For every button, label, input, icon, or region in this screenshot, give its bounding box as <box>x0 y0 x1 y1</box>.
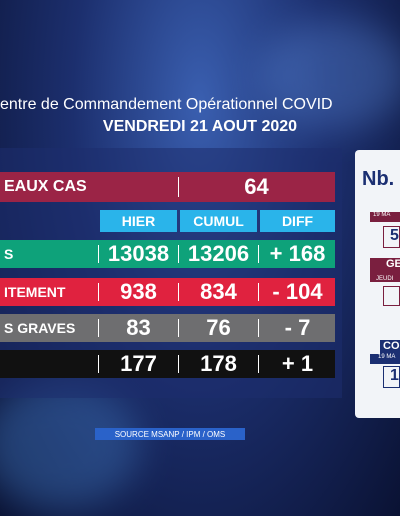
row-bar <box>0 350 335 378</box>
column-header: CUMUL <box>180 210 257 232</box>
divider <box>178 177 179 197</box>
row-label: S <box>4 246 14 262</box>
side-date: 19 MA <box>370 212 400 222</box>
row-value: - 104 <box>272 279 323 304</box>
row-value: 13038 <box>107 241 170 266</box>
divider <box>258 283 259 301</box>
title: entre de Commandement Opérationnel COVID <box>0 96 333 113</box>
divider <box>98 283 99 301</box>
new-cases-bar: EAUX CAS 64 <box>0 172 335 202</box>
side-label: CO <box>380 340 400 354</box>
row-value: 938 <box>120 279 157 304</box>
column-header: HIER <box>100 210 177 232</box>
row-bar <box>0 314 335 342</box>
side-box <box>383 286 400 306</box>
column-header: DIFF <box>260 210 335 232</box>
divider <box>178 355 179 373</box>
divider <box>258 245 259 263</box>
row-value: 178 <box>200 351 237 376</box>
row-value: - 7 <box>284 315 311 340</box>
divider <box>178 283 179 301</box>
side-date: 19 MA <box>370 354 400 364</box>
side-value: 5 <box>383 226 400 248</box>
divider <box>98 319 99 337</box>
side-date: JEUDI <box>376 276 394 282</box>
divider <box>98 355 99 373</box>
row-label: ITEMENT <box>4 284 66 300</box>
side-label: GE <box>370 258 400 282</box>
side-panel <box>355 150 400 418</box>
divider <box>98 245 99 263</box>
row-value: + 168 <box>269 241 326 266</box>
divider <box>178 245 179 263</box>
side-value: 1 <box>383 366 400 388</box>
side-title: Nb. <box>362 168 395 190</box>
divider <box>178 319 179 337</box>
subtitle: VENDREDI 21 AOUT 2020 <box>102 118 298 135</box>
background-glow <box>260 20 400 130</box>
row-bar <box>0 240 335 268</box>
row-value: 83 <box>126 315 151 340</box>
row-label: S GRAVES <box>4 320 76 336</box>
row-value: 76 <box>206 315 231 340</box>
divider <box>258 355 259 373</box>
row-value: 834 <box>200 279 237 304</box>
new-cases-label: EAUX CAS <box>4 178 87 195</box>
row-value: 13206 <box>187 241 250 266</box>
row-value: 177 <box>120 351 157 376</box>
new-cases-value: 64 <box>244 174 269 199</box>
divider <box>258 319 259 337</box>
row-bar <box>0 278 335 306</box>
source: SOURCE MSANP / IPM / OMS <box>95 428 245 440</box>
row-value: + 1 <box>281 351 314 376</box>
row-label <box>0 350 95 378</box>
background-glow <box>0 380 140 510</box>
